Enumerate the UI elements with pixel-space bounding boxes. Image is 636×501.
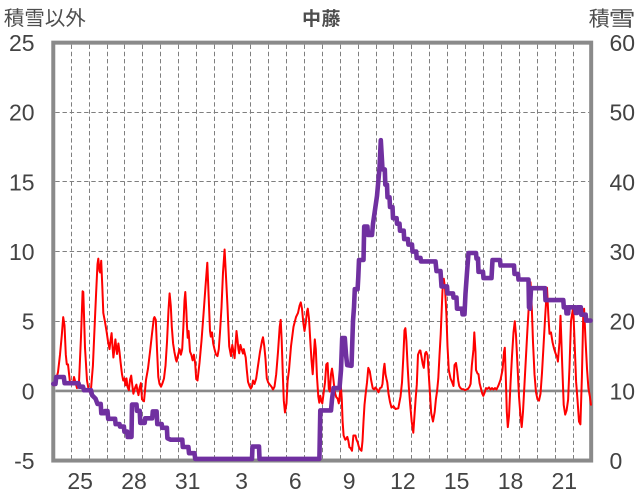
svg-text:40: 40: [610, 169, 636, 195]
svg-text:9: 9: [343, 468, 356, 494]
svg-text:6: 6: [289, 468, 302, 494]
svg-text:21: 21: [552, 468, 578, 494]
svg-text:28: 28: [121, 468, 147, 494]
svg-text:18: 18: [498, 468, 524, 494]
svg-text:50: 50: [610, 100, 636, 126]
svg-text:60: 60: [610, 30, 636, 56]
svg-text:3: 3: [235, 468, 248, 494]
svg-text:15: 15: [9, 169, 35, 195]
svg-text:10: 10: [610, 378, 636, 404]
svg-text:20: 20: [610, 309, 636, 335]
svg-text:5: 5: [22, 309, 35, 335]
svg-text:31: 31: [175, 468, 201, 494]
svg-text:0: 0: [22, 378, 35, 404]
svg-text:30: 30: [610, 239, 636, 265]
svg-text:25: 25: [9, 30, 35, 56]
svg-text:12: 12: [390, 468, 416, 494]
svg-text:0: 0: [610, 448, 623, 474]
svg-text:15: 15: [444, 468, 470, 494]
svg-text:-5: -5: [14, 448, 34, 474]
svg-text:20: 20: [9, 100, 35, 126]
svg-text:10: 10: [9, 239, 35, 265]
svg-text:25: 25: [67, 468, 93, 494]
